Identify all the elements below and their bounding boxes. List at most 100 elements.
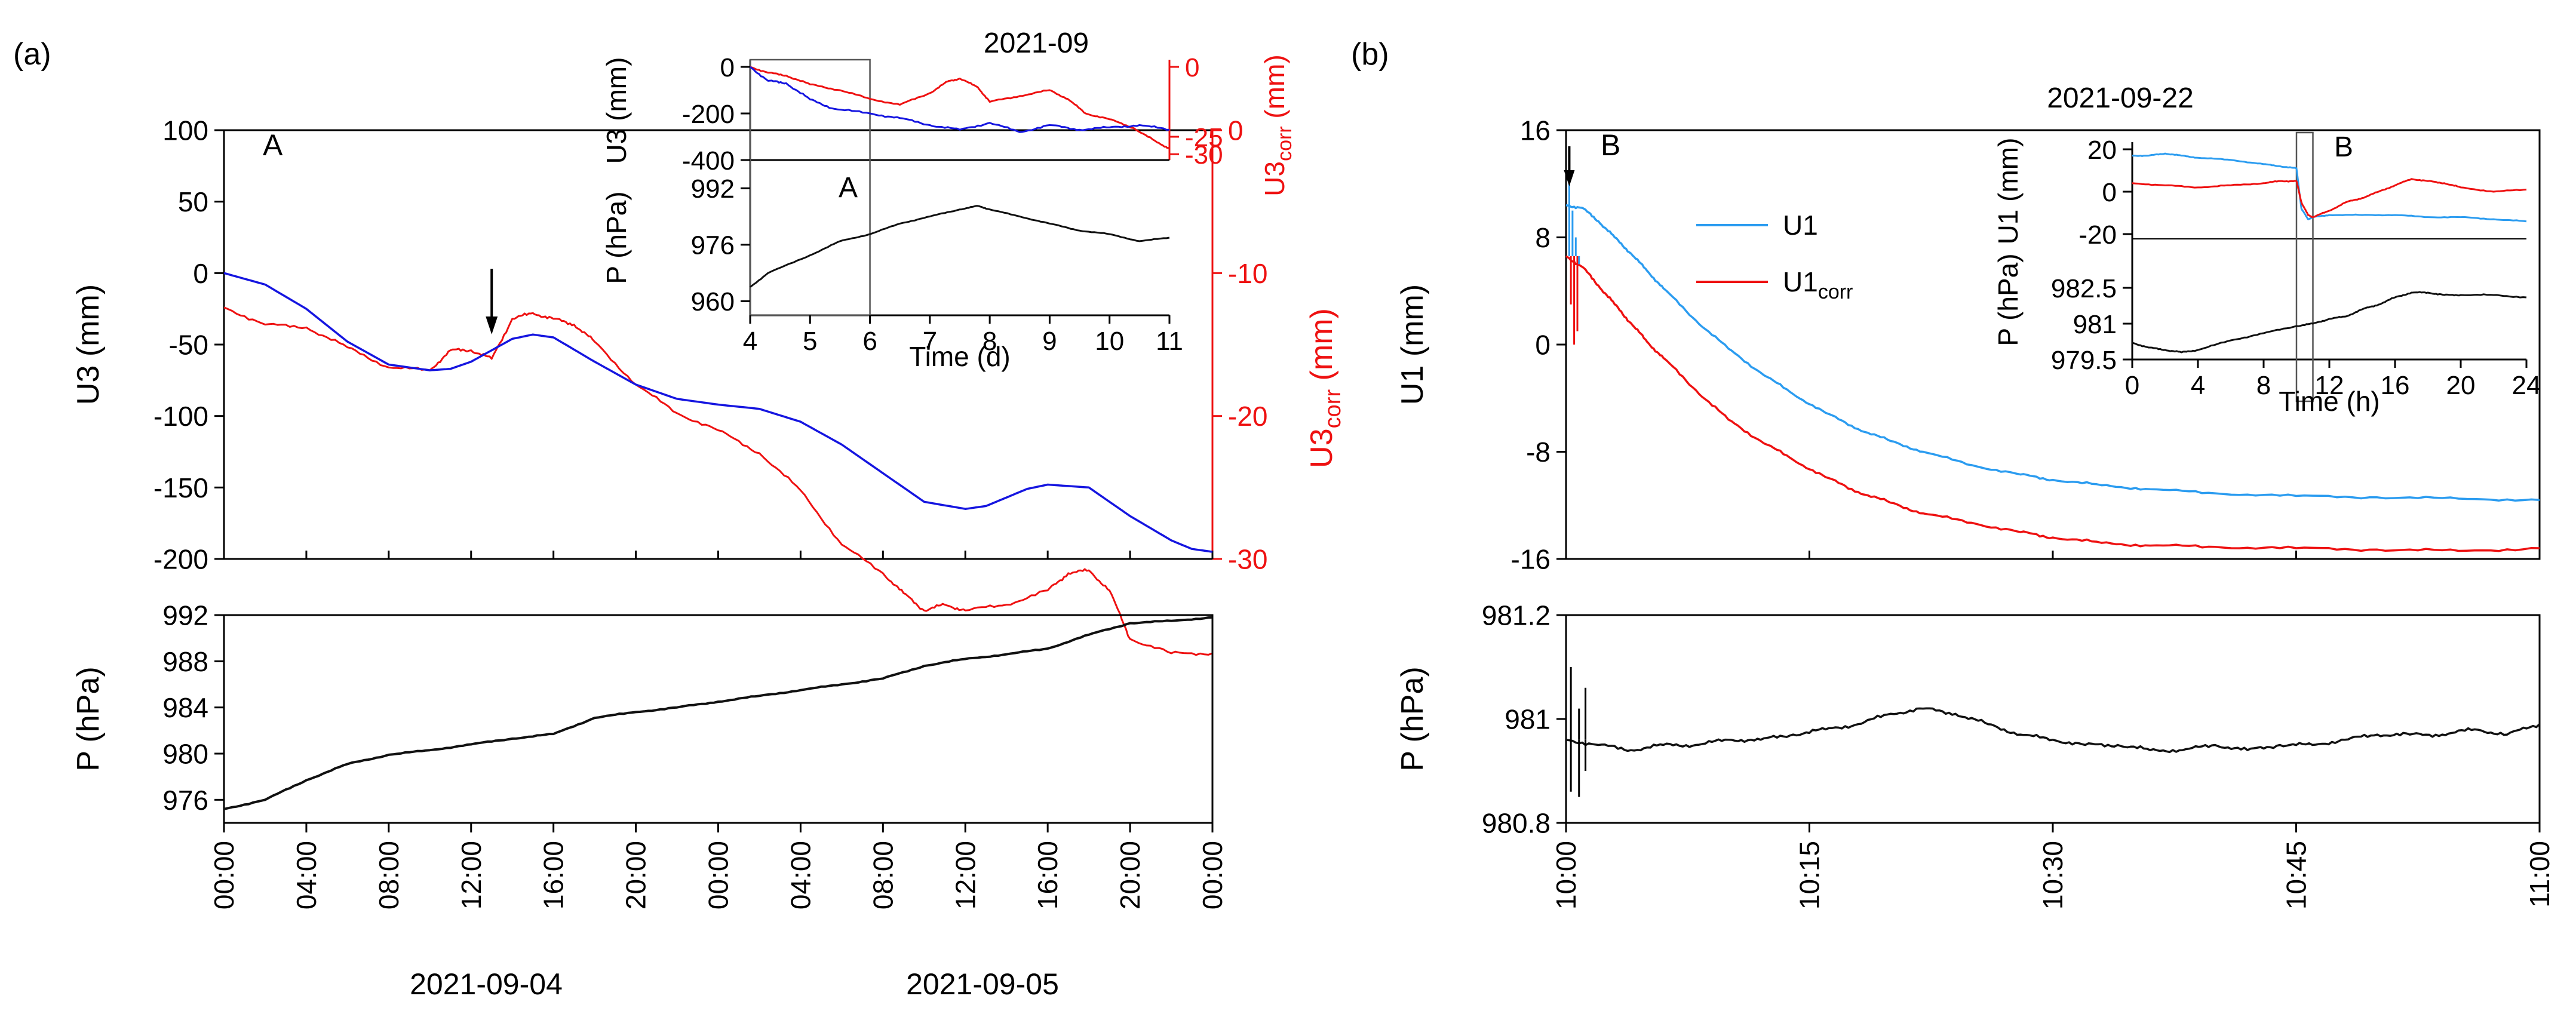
a-bot-xtick-label: 04:00 xyxy=(785,841,816,909)
b-inset-bot-ytick-label: 979.5 xyxy=(2051,346,2117,375)
inset-a-y2-unit: (mm) xyxy=(1259,54,1290,126)
a-inset-xtick-label: 7 xyxy=(923,327,937,356)
arrow-marker-b xyxy=(1564,146,1575,186)
a-bot-ytick-label: 988 xyxy=(162,646,208,677)
a-inset-xtick-label: 10 xyxy=(1095,327,1124,356)
chart-b-bottom-yticks: 981.2 981 980.8 xyxy=(1482,600,1566,839)
chart-a-top-series xyxy=(223,272,1213,656)
inset-a-top-ticks: 0 -200 -400 xyxy=(682,53,750,176)
series-u1corr-inset xyxy=(2132,178,2527,219)
a-bot-xtick-label: 00:00 xyxy=(208,841,240,909)
a-inset-y2-ytick-label: 0 xyxy=(1185,53,1199,82)
a-inset-bot-ytick-label: 976 xyxy=(691,231,735,260)
chart-b-top-yticks: 16 8 0 -8 -16 xyxy=(1511,115,1566,575)
inset-a-ylabel-bottom: P (hPa) xyxy=(601,191,632,284)
legend-b: U1 U1corr xyxy=(1696,210,1853,303)
y2-label-sub: corr xyxy=(1321,389,1346,429)
a-bot-xtick-label: 20:00 xyxy=(621,841,652,909)
panel-a-label: (a) xyxy=(13,37,51,72)
inset-a-top-right-ticks: 0 -25-30 xyxy=(1169,53,1223,170)
chart-a-bottom-yticks: 992 988 984 980 976 xyxy=(162,600,224,816)
a-inset-bot-ytick-label: 960 xyxy=(691,287,735,316)
a-top-ytick-label: -100 xyxy=(153,401,208,432)
b-bot-ytick-label: 980.8 xyxy=(1482,808,1550,839)
y2-axis-label-u3corr: U3corr (mm) xyxy=(1304,308,1346,468)
a-inset-bot-ytick-label: 992 xyxy=(691,174,735,204)
chart-b-bottom-xticks: 10:00 10:15 10:30 10:45 11:00 xyxy=(1550,823,2555,909)
a-top-ytick-label: 50 xyxy=(178,186,208,217)
a-inset-top-ytick-label: -400 xyxy=(682,146,735,176)
b-inset-xtick-label: 8 xyxy=(2256,371,2271,400)
a-inset-top-ytick-label: -200 xyxy=(682,100,735,129)
b-bot-ytick-label: 981.2 xyxy=(1482,600,1550,631)
inset-a-x-ticks: 4 5 6 7 8 9 10 11 xyxy=(743,315,1183,356)
chart-a-top-y2ticks: 0 -10 -20 -30 xyxy=(1211,115,1267,575)
a-inset-xtick-label: 5 xyxy=(803,327,817,356)
legend-u1-label: U1 xyxy=(1783,210,1818,241)
series-p-inset-a xyxy=(750,205,1170,288)
series-u3-a xyxy=(223,272,1213,553)
series-u1corr-b xyxy=(1565,255,2540,552)
series-u3-inset xyxy=(750,66,1170,133)
b-inset-top-ytick-label: 0 xyxy=(2102,178,2117,207)
arrow-marker-a xyxy=(486,269,498,334)
legend-u1corr-label: U1corr xyxy=(1783,266,1853,303)
y-axis-label-p-a: P (hPa) xyxy=(71,666,106,771)
a-bot-xtick-label: 00:00 xyxy=(1197,841,1228,909)
chart-a-top-yticks: 100 50 0 -50 -100 -150 -200 xyxy=(153,115,224,575)
a-inset-xtick-label: 6 xyxy=(862,327,877,356)
a-bot-xtick-label: 04:00 xyxy=(291,841,322,909)
inset-b-top-ticks: 20 0 -20 xyxy=(2078,136,2132,250)
a-top-y2-ytick-label: -30 xyxy=(1228,544,1267,575)
b-inset-xtick-label: 24 xyxy=(2512,371,2541,400)
b-bot-xtick-label: 11:00 xyxy=(2524,841,2555,908)
inset-b-ylabel-bottom: P (hPa) xyxy=(1992,253,2024,346)
a-inset-xtick-label: 9 xyxy=(1042,327,1057,356)
arrow-head-b xyxy=(1564,170,1575,186)
series-p-inset-b xyxy=(2132,291,2527,354)
b-top-ytick-label: -8 xyxy=(1526,437,1550,468)
series-u3corr-a xyxy=(223,306,1213,656)
a-bot-ytick-label: 976 xyxy=(162,785,208,816)
inset-b-x-ticks: 0 4 8 12 16 20 24 xyxy=(2125,359,2541,400)
a-inset-xtick-label: 4 xyxy=(743,327,757,356)
inset-a-y2-label: U3corr (mm) xyxy=(1259,54,1296,196)
a-bot-xtick-label: 12:00 xyxy=(950,841,981,909)
y-axis-label-u1: U1 (mm) xyxy=(1395,284,1430,405)
chart-a-bottom-frame xyxy=(223,614,1214,824)
y2-label-unit: (mm) xyxy=(1304,308,1339,389)
b-bot-xtick-label: 10:30 xyxy=(2037,841,2068,909)
series-u3corr-inset xyxy=(750,66,1170,149)
a-bot-xtick-label: 08:00 xyxy=(867,841,898,909)
a-inset-y2-ytick-label: -30 xyxy=(1185,140,1223,170)
a-inset-top-ytick-label: 0 xyxy=(720,53,735,82)
b-inset-top-ytick-label: -20 xyxy=(2078,220,2117,250)
b-inset-bot-ytick-label: 981 xyxy=(2073,310,2117,339)
a-top-ytick-label: -50 xyxy=(169,330,208,361)
a-top-y2-ytick-label: -20 xyxy=(1228,401,1267,432)
inset-b-highlight-box xyxy=(2295,131,2314,402)
chart-b-top-xticks xyxy=(1565,551,2541,559)
a-inset-xtick-label: 11 xyxy=(1156,327,1183,356)
b-inset-xtick-label: 20 xyxy=(2446,371,2476,400)
b-top-ytick-label: -16 xyxy=(1511,544,1550,575)
series-u1-inset xyxy=(2132,152,2527,223)
b-inset-xtick-label: 16 xyxy=(2381,371,2410,400)
series-u1-b xyxy=(1565,204,2540,502)
inset-a-ylabel-top: U3 (mm) xyxy=(601,57,632,164)
a-inset-xtick-label: 8 xyxy=(982,327,997,356)
inset-b-bottom-ticks: 982.5 981 979.5 xyxy=(2051,274,2132,375)
b-bot-xtick-label: 10:45 xyxy=(2281,841,2312,909)
a-bot-xtick-label: 12:00 xyxy=(456,841,487,909)
date-label-a1: 2021-09-04 xyxy=(410,967,563,1001)
a-top-ytick-label: 100 xyxy=(162,115,208,146)
a-inset-y2-ytick-label: -25 xyxy=(1185,123,1223,152)
chart-b-top-frame xyxy=(1565,129,2541,560)
chart-a-top: 100 50 0 -50 -100 -150 -200 0 -10 -20 -30 A U3 (m… xyxy=(71,115,1346,656)
inset-a-y2-sub: corr xyxy=(1273,126,1296,161)
a-bot-ytick-label: 984 xyxy=(162,692,208,723)
inset-b-series xyxy=(2132,152,2527,354)
b-inset-bot-ytick-label: 982.5 xyxy=(2051,274,2117,303)
inset-b-xlabel: Time (h) xyxy=(2279,386,2380,417)
